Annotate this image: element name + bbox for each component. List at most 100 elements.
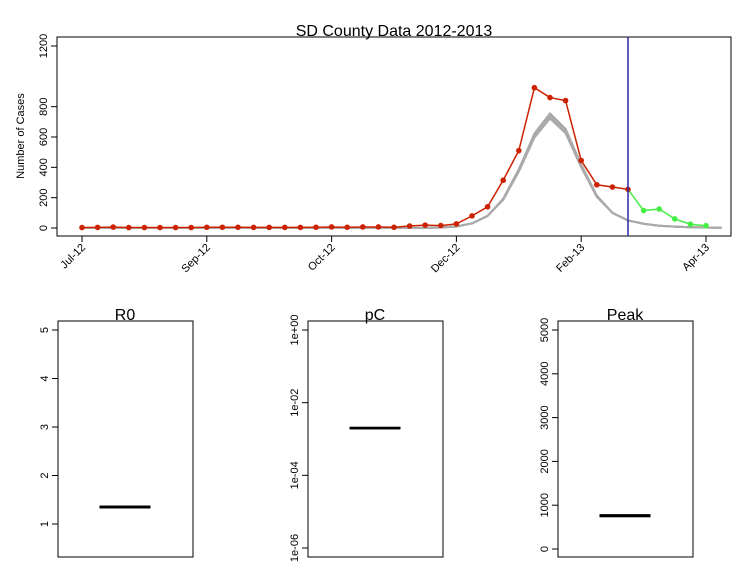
observed-point: [469, 213, 475, 219]
held-out-point: [703, 222, 709, 229]
y-axis-label: Number of Cases: [15, 93, 27, 179]
observed-point: [250, 224, 257, 231]
y-tick-label: 5000: [539, 318, 551, 342]
observed-point: [609, 184, 616, 190]
pc-title: pC: [365, 307, 385, 324]
y-tick-label: 400: [38, 158, 50, 176]
observed-point: [219, 224, 226, 231]
y-tick-label: 200: [38, 188, 50, 206]
model-fit-line: [82, 114, 722, 229]
peak-y-axis: 0 1000 2000 3000 4000 5000: [539, 318, 558, 552]
y-tick-label: 2: [39, 472, 51, 478]
y-tick-label: 1: [39, 521, 51, 527]
r0-box: [99, 505, 151, 509]
model-fit-line: [82, 115, 722, 229]
observed-point: [282, 224, 288, 231]
series-layer: [79, 37, 722, 236]
y-tick-label: 600: [38, 128, 50, 146]
observed-point: [484, 203, 491, 210]
observed-point: [531, 84, 538, 91]
held-out-point: [687, 221, 694, 228]
observed-point: [126, 224, 132, 231]
observed-point: [188, 224, 194, 231]
pc-plot-frame: [307, 320, 444, 558]
r0-boxplot-panel: R0 1 2 3 4 5: [39, 307, 194, 558]
y-axis: 0 200 400 600 800 1200: [38, 34, 57, 231]
y-tick-label: 2000: [539, 449, 551, 473]
y-tick-label: 4: [39, 375, 51, 381]
time-series-panel: SD County Data 2012-2013 Number of Cases…: [15, 23, 732, 275]
observed-point: [375, 224, 382, 230]
x-tick-label: Sep-12: [179, 242, 213, 276]
observed-point: [594, 181, 600, 188]
observed-point: [328, 224, 335, 230]
observed-point: [313, 224, 319, 231]
y-tick-label: 1e-04: [289, 461, 301, 489]
observed-point: [500, 177, 507, 184]
observed-point: [157, 224, 163, 231]
model-fit-line: [82, 117, 722, 229]
y-tick-label: 0: [539, 546, 551, 552]
observed-point: [266, 224, 273, 231]
model-fit-series: [82, 112, 722, 229]
peak-plot-frame: [557, 320, 694, 558]
observed-point: [578, 157, 584, 164]
held-out-line: [627, 188, 707, 227]
held-out-point: [656, 206, 662, 212]
x-tick-label: Feb-13: [554, 242, 587, 275]
y-tick-label: 1e-02: [289, 389, 301, 417]
x-tick-label: Dec-12: [429, 242, 463, 276]
y-tick-label: 3: [39, 424, 51, 430]
y-tick-label: 1200: [38, 34, 50, 58]
x-tick-label: Jul-12: [58, 242, 88, 272]
observed-point: [547, 94, 553, 101]
peak-title: Peak: [607, 307, 644, 324]
pc-y-axis: 1e-06 1e-04 1e-02 1e+00: [289, 315, 308, 562]
observed-point: [297, 224, 304, 231]
observed-point: [235, 224, 241, 231]
x-tick-label: Apr-13: [680, 242, 712, 274]
r0-title: R0: [115, 307, 136, 324]
y-tick-label: 5: [39, 327, 51, 333]
observed-point: [79, 224, 85, 231]
chart-title: SD County Data 2012-2013: [296, 23, 493, 40]
observed-point: [141, 224, 148, 231]
y-tick-label: 1000: [539, 493, 551, 517]
held-out-series: [627, 188, 709, 229]
observed-point: [391, 224, 397, 231]
observed-point: [516, 147, 522, 154]
pc-box: [349, 426, 401, 430]
peak-boxplot-panel: Peak 0 1000 2000 3000 4000 5000: [539, 307, 694, 558]
observed-point: [110, 224, 116, 230]
observed-point: [360, 224, 366, 230]
held-out-point: [640, 207, 647, 214]
observed-point: [172, 224, 179, 231]
pc-boxplot-panel: pC 1e-06 1e-04 1e-02 1e+00: [289, 307, 444, 562]
model-fit-line: [82, 112, 722, 229]
observed-point: [422, 222, 429, 228]
observed-point: [344, 224, 351, 231]
y-tick-label: 800: [38, 97, 50, 115]
y-tick-label: 1e+00: [289, 315, 301, 346]
observed-point: [438, 222, 444, 229]
observed-point: [453, 221, 460, 227]
time-series-plot-frame: [56, 36, 732, 237]
x-axis: Jul-12 Sep-12 Oct-12 Dec-12 Feb-13 Apr-13: [58, 236, 712, 275]
y-tick-label: 1e-06: [289, 534, 301, 562]
observed-series: [79, 84, 631, 231]
model-fit-line: [82, 113, 722, 229]
observed-point: [204, 224, 210, 231]
y-tick-label: 3000: [539, 405, 551, 429]
held-out-point: [672, 216, 678, 222]
x-tick-label: Oct-12: [306, 242, 338, 274]
peak-box: [599, 514, 651, 518]
observed-point: [94, 224, 101, 231]
y-tick-label: 4000: [539, 362, 551, 386]
observed-point: [562, 97, 569, 104]
observed-line: [81, 86, 629, 229]
r0-plot-frame: [57, 320, 194, 558]
observed-point: [406, 223, 413, 229]
r0-y-axis: 1 2 3 4 5: [39, 327, 58, 527]
y-tick-label: 0: [38, 225, 50, 231]
